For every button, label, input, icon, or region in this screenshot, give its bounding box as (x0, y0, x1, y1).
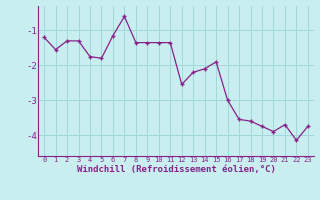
X-axis label: Windchill (Refroidissement éolien,°C): Windchill (Refroidissement éolien,°C) (76, 165, 276, 174)
